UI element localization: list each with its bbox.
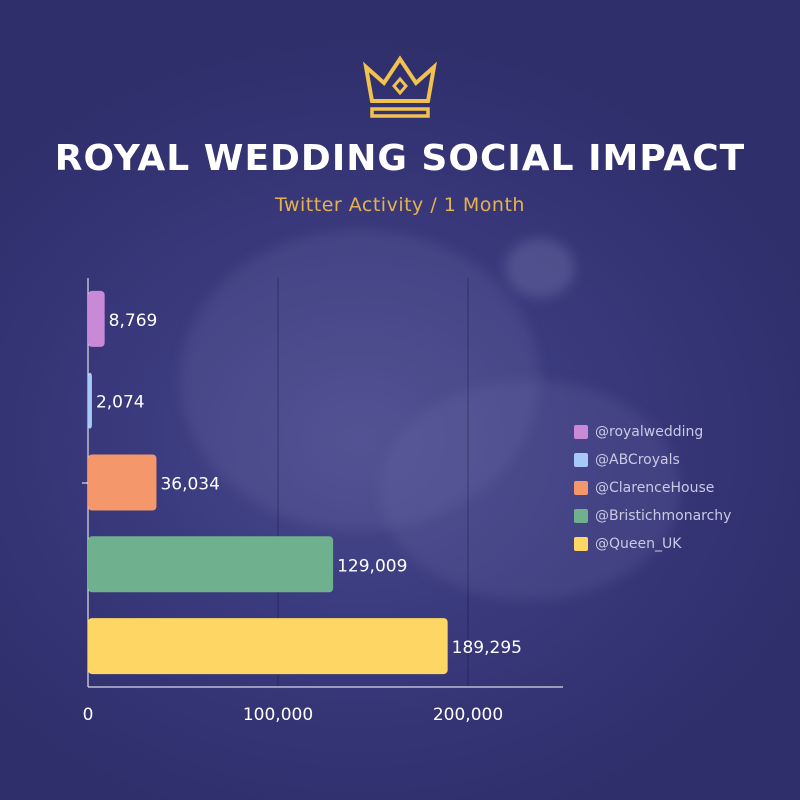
background-ring-shape	[505, 238, 575, 298]
legend-swatch	[574, 425, 588, 439]
data-label: 189,295	[452, 638, 522, 658]
legend-swatch	[574, 453, 588, 467]
bar-royalwedding	[88, 290, 105, 347]
legend-label: @royalwedding	[595, 424, 704, 440]
legend-item: @ClarenceHouse	[574, 474, 794, 502]
legend-item: @ABCroyals	[574, 446, 794, 474]
chart-subtitle: Twitter Activity / 1 Month	[275, 194, 525, 216]
background-hand-shape	[380, 380, 680, 600]
background-hand-shape	[180, 230, 540, 530]
data-label: 36,034	[160, 475, 219, 495]
legend-swatch	[574, 481, 588, 495]
legend-swatch	[574, 537, 588, 551]
bar-clarencehouse	[88, 454, 157, 511]
legend-item: @royalwedding	[574, 418, 794, 446]
legend-label: @ABCroyals	[595, 452, 680, 468]
data-label: 8,769	[109, 311, 158, 331]
chart-legend: @royalwedding @ABCroyals @ClarenceHouse @Br…	[574, 418, 794, 558]
chart-title: ROYAL WEDDING SOCIAL IMPACT	[54, 138, 746, 179]
x-tick-label: 200,000	[433, 705, 503, 725]
legend-label: @Queen_UK	[595, 536, 682, 552]
data-label: 129,009	[337, 556, 407, 576]
legend-label: @Bristichmonarchy	[595, 508, 732, 524]
bar-bristichmonarchy	[88, 536, 334, 593]
crown-icon	[363, 55, 437, 118]
bar-abcroyals	[88, 372, 92, 429]
legend-item: @Bristichmonarchy	[574, 502, 794, 530]
legend-label: @ClarenceHouse	[595, 480, 715, 496]
data-label: 2,074	[96, 393, 145, 413]
x-tick-label: 100,000	[243, 705, 313, 725]
bar-queen_uk	[88, 618, 448, 675]
legend-swatch	[574, 509, 588, 523]
x-tick-label: 0	[83, 705, 94, 725]
legend-item: @Queen_UK	[574, 530, 794, 558]
